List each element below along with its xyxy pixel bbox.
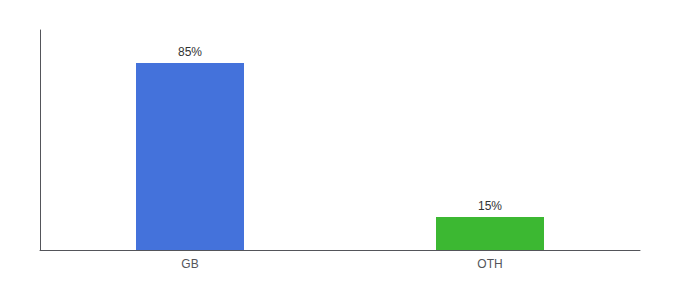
svg-text:15%: 15% <box>478 199 502 213</box>
svg-text:GB: GB <box>181 257 198 271</box>
svg-text:OTH: OTH <box>477 257 502 271</box>
svg-text:85%: 85% <box>178 45 202 59</box>
